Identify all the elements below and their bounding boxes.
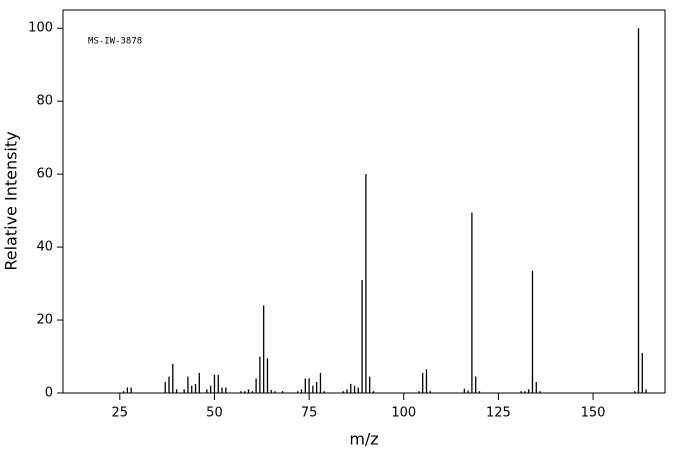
x-axis-label: m/z: [349, 430, 378, 449]
y-tick-label: 80: [36, 94, 53, 109]
x-tick-label: 100: [391, 406, 416, 421]
y-tick-label: 0: [45, 386, 53, 401]
y-tick-label: 40: [36, 240, 53, 255]
x-tick-label: 125: [486, 406, 511, 421]
y-tick-label: 20: [36, 313, 53, 328]
x-tick-label: 150: [581, 406, 606, 421]
x-tick-label: 50: [206, 406, 223, 421]
x-tick-label: 75: [301, 406, 318, 421]
y-tick-label: 100: [28, 21, 53, 36]
x-tick-label: 25: [112, 406, 129, 421]
plot-frame: [62, 9, 666, 394]
y-tick-label: 60: [36, 167, 53, 182]
annotation: MS-IW-3878: [88, 37, 142, 47]
y-axis-label: Relative Intensity: [2, 131, 21, 270]
